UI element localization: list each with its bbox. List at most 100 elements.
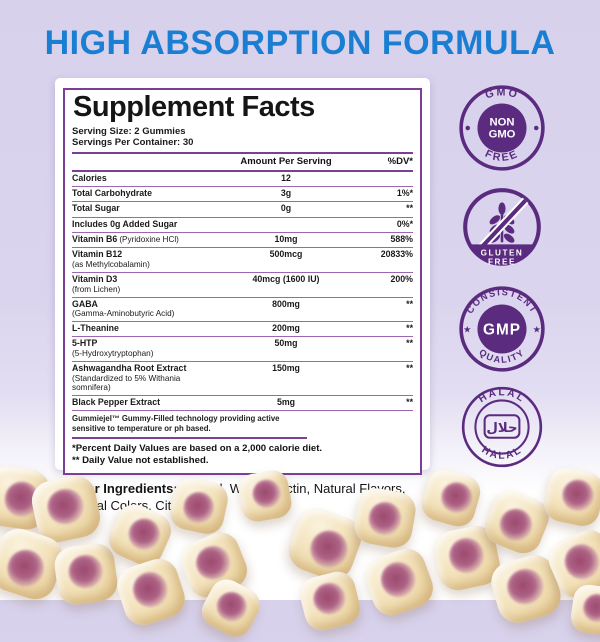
gummy-image [52, 541, 120, 607]
nutrient-dv: 1%* [396, 188, 413, 199]
facts-heading: Supplement Facts [73, 91, 315, 123]
star-icon-left: ★ [463, 325, 471, 336]
svg-text:HALAL: HALAL [480, 445, 525, 462]
nutrient-subtext: (Pyridoxine HCl) [119, 235, 179, 245]
table-row: Total Carbohydrate 3g 1%* [72, 187, 413, 203]
star-icon-right: ★ [533, 325, 541, 336]
nutrient-amount: 50mg [274, 338, 298, 349]
nutrient-dv: ** [406, 298, 413, 309]
table-row: Calories 12 [72, 172, 413, 188]
nutrient-dv: 200% [390, 273, 414, 284]
servings-per-container: Servings Per Container: 30 [72, 137, 194, 149]
table-row: Vitamin D3 (from Lichen) 40mcg (1600 IU) … [72, 273, 413, 298]
nutrient-dv: ** [406, 338, 413, 349]
gluten-free-badge: GLUTEN FREE [456, 183, 548, 275]
nutrient-dv [361, 174, 413, 184]
halal-arabic-text: حلال [486, 421, 517, 436]
serving-size: Serving Size: 2 Gummies [72, 125, 186, 137]
gmp-center: GMP [483, 322, 521, 339]
gummy-image [283, 502, 367, 586]
non-gmo-badge: NON GMO GMO FREE [456, 82, 548, 174]
halal-arc-bottom: HALAL [480, 445, 523, 462]
supplement-facts-panel: Supplement Facts Serving Size: 2 Gummies… [55, 78, 430, 513]
column-amount-per-serving: Amount Per Serving [240, 156, 332, 168]
gummy-image [417, 465, 485, 531]
gummy-image [359, 543, 439, 621]
gluten-free-banner [468, 244, 536, 266]
nutrient-dv: ** [406, 362, 413, 373]
gummy-image [540, 464, 600, 530]
nutrient-amount: 12 [281, 172, 291, 183]
nutrient-amount: 200mg [272, 323, 300, 334]
nutrient-amount: 800mg [272, 298, 300, 309]
nutrient-name: GABA [72, 298, 98, 309]
nutrient-dv: ** [406, 323, 413, 334]
nutrient-amount: 150mg [272, 362, 300, 373]
gummy-image [112, 553, 190, 631]
gluten-free-line1: GLUTEN [481, 249, 524, 258]
nutrient-subtext: (5-Hydroxytryptophan) [72, 349, 154, 359]
nutrient-name: L-Theanine [72, 323, 119, 334]
table-row: Includes 0g Added Sugar 0%* [72, 218, 413, 234]
non-gmo-center-line2: GMO [489, 129, 516, 141]
svg-text:HALAL: HALAL [477, 387, 527, 405]
halal-arc-top: HALAL [477, 387, 525, 405]
technology-note: Gummiejel™ Gummy-Filled technology provi… [72, 411, 307, 440]
non-gmo-center-line1: NON [490, 116, 515, 128]
nutrient-name: Total Sugar [72, 203, 120, 214]
nutrient-name: Ashwagandha Root Extract [72, 362, 187, 373]
nutrient-name: Total Carbohydrate [72, 188, 152, 199]
badge-dot-left [465, 125, 471, 131]
gluten-free-line2: FREE [488, 257, 516, 266]
nutrient-dv: 588% [390, 234, 414, 245]
table-row: Ashwagandha Root Extract (Standardized to… [72, 362, 413, 396]
nutrient-amount: 40mcg (1600 IU) [252, 273, 320, 284]
nutrient-dv: 0%* [396, 218, 413, 229]
slash-icon [475, 197, 529, 254]
gmp-badge-icon: GMP CONSISTENT QUALITY ★ ★ [459, 286, 545, 372]
nutrient-name: 5-HTP [72, 338, 98, 349]
gmp-badge: GMP CONSISTENT QUALITY ★ ★ [456, 283, 548, 375]
nutrient-subtext: (from Lichen) [72, 284, 121, 294]
gummy-image [296, 568, 364, 634]
nutrient-name: Includes 0g Added Sugar [72, 218, 178, 229]
halal-center-frame [483, 414, 521, 439]
table-row: Black Pepper Extract 5mg ** [72, 396, 413, 411]
nutrient-name: Vitamin B12 [72, 249, 123, 260]
table-row: Vitamin B6 (Pyridoxine HCl) 10mg 588% [72, 233, 414, 249]
nutrient-amount: 10mg [274, 234, 298, 245]
gluten-free-badge-icon: GLUTEN FREE [463, 188, 541, 266]
nutrient-name: Vitamin D3 [72, 273, 118, 284]
non-gmo-badge-icon: NON GMO GMO FREE [459, 85, 545, 171]
nutrient-dv: ** [406, 396, 413, 407]
table-row: L-Theanine 200mg ** [72, 322, 413, 338]
table-row: Vitamin B12 (as Methylcobalamin) 500mcg 2… [72, 248, 413, 273]
footnotes: *Percent Daily Values are based on a 2,0… [72, 439, 413, 468]
halal-badge-icon: حلال HALAL HALAL [461, 386, 543, 468]
table-row: 5-HTP (5-Hydroxytryptophan) 50mg ** [72, 337, 413, 362]
nutrient-name: Calories [72, 172, 107, 183]
badge-dot-right [533, 125, 539, 131]
nutrient-dv: ** [406, 203, 413, 214]
footnote-dv-not-established: ** Daily Value not established. [72, 455, 209, 467]
nutrient-amount [211, 220, 361, 230]
nutrient-subtext: (Standardized to 5% Withania somnifera) [72, 373, 181, 392]
page-title: HIGH ABSORPTION FORMULA [44, 24, 556, 62]
table-row: Total Sugar 0g ** [72, 202, 413, 218]
nutrient-amount: 3g [280, 188, 292, 199]
nutrient-subtext: (as Methylcobalamin) [72, 260, 150, 270]
supplement-facts-box: Supplement Facts Serving Size: 2 Gummies… [63, 88, 422, 475]
nutrient-amount: 500mcg [269, 249, 303, 260]
column-dv: %DV* [387, 156, 413, 168]
nutrient-subtext: (Gamma-Aminobutyric Acid) [72, 309, 175, 319]
nutrient-amount: 0g [280, 203, 292, 214]
gummy-image [351, 485, 419, 551]
gummy-image [236, 468, 294, 524]
nutrient-dv: 20833% [380, 249, 413, 260]
halal-badge: حلال HALAL HALAL [456, 381, 548, 473]
nutrient-amount: 5mg [276, 396, 296, 407]
table-row: GABA (Gamma-Aminobutyric Acid) 800mg ** [72, 298, 413, 323]
table-header: Amount Per Serving %DV* [72, 151, 413, 172]
svg-text:GMO: GMO [484, 86, 521, 101]
footnote-daily-values: *Percent Daily Values are based on a 2,0… [72, 442, 323, 454]
